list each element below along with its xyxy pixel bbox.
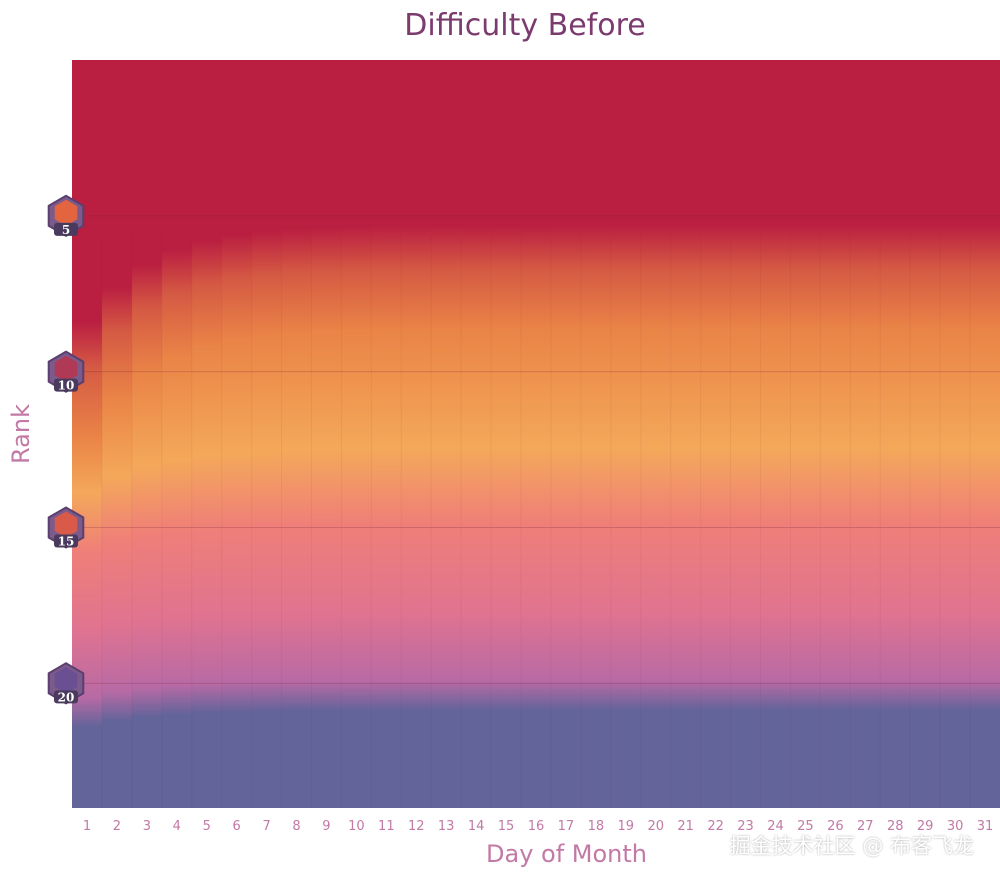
heatmap-column-day-17 <box>550 60 582 808</box>
watermark-text: 掘金技术社区 @ 布客飞龙 <box>729 834 974 858</box>
heatmap-column-day-11 <box>371 60 402 808</box>
x-tick-label-26: 26 <box>827 819 844 834</box>
heatmap-column-day-21 <box>670 60 702 808</box>
heatmap-column-day-4 <box>161 60 193 808</box>
x-tick-label-5: 5 <box>203 819 211 834</box>
badge-emblem <box>54 667 78 694</box>
badge-number-plate <box>54 378 78 392</box>
x-tick-label-4: 4 <box>173 819 181 834</box>
y-tick-label-5: 5 <box>62 223 70 237</box>
x-tick-label-10: 10 <box>348 819 365 834</box>
rank-badge-icon-5: 5 <box>47 194 85 237</box>
heatmap-column-day-15 <box>491 60 522 808</box>
x-tick-label-17: 17 <box>558 819 575 834</box>
heatmap-column-day-28 <box>880 60 911 808</box>
x-tick-label-2: 2 <box>113 819 121 834</box>
heatmap-column-day-20 <box>640 60 672 808</box>
x-tick-label-30: 30 <box>947 819 964 834</box>
chart-title: Difficulty Before <box>404 8 646 43</box>
rank-badge-icon-10: 10 <box>47 350 85 393</box>
heatmap-column-day-14 <box>461 60 492 808</box>
badge-emblem <box>54 355 78 382</box>
heatmap-columns <box>72 60 1000 808</box>
badge-number-plate <box>54 690 78 704</box>
x-tick-label-13: 13 <box>438 819 455 834</box>
x-tick-label-8: 8 <box>292 819 300 834</box>
x-tick-label-25: 25 <box>797 819 814 834</box>
heatmap-column-day-24 <box>760 60 792 808</box>
heatmap-column-day-22 <box>700 60 732 808</box>
heatmap-column-day-26 <box>820 60 851 808</box>
x-ticks: 1 2 3 4 5 6 7 8 9 10 11 12 13 14 15 16 17 18 19 20 21 22 23 24 2… <box>83 819 993 834</box>
x-tick-label-28: 28 <box>887 819 904 834</box>
x-tick-label-22: 22 <box>707 819 724 834</box>
heatmap-column-day-31 <box>970 60 1000 808</box>
x-tick-label-29: 29 <box>917 819 934 834</box>
x-tick-label-20: 20 <box>647 819 664 834</box>
heatmap-column-day-2 <box>101 60 133 808</box>
heatmap-column-day-30 <box>940 60 971 808</box>
heatmap-column-day-7 <box>251 60 283 808</box>
heatmap-column-day-3 <box>131 60 163 808</box>
x-tick-label-15: 15 <box>498 819 515 834</box>
grid <box>72 215 1000 808</box>
heatmap-column-day-6 <box>221 60 253 808</box>
heatmap-column-day-29 <box>910 60 941 808</box>
x-tick-label-12: 12 <box>408 819 425 834</box>
heatmap-column-day-18 <box>580 60 612 808</box>
x-tick-label-27: 27 <box>857 819 874 834</box>
heatmap-column-day-8 <box>281 60 313 808</box>
heatmap-column-day-12 <box>401 60 432 808</box>
rank-badge-icon-20: 20 <box>47 662 85 705</box>
heatmap-column-day-13 <box>431 60 462 808</box>
y-ticks: 5 10 15 20 <box>47 194 85 705</box>
x-tick-label-7: 7 <box>262 819 270 834</box>
x-tick-label-24: 24 <box>767 819 784 834</box>
heatmap-column-day-5 <box>191 60 223 808</box>
x-tick-label-3: 3 <box>143 819 151 834</box>
y-axis-label: Rank <box>7 404 35 464</box>
heatmap-column-day-27 <box>850 60 881 808</box>
rank-badge-icon-15: 15 <box>47 506 85 549</box>
y-tick-label-10: 10 <box>58 379 75 393</box>
heatmap-column-day-16 <box>521 60 552 808</box>
x-axis-label: Day of Month <box>486 840 648 868</box>
x-tick-label-31: 31 <box>977 819 994 834</box>
x-tick-label-11: 11 <box>378 819 395 834</box>
x-tick-label-18: 18 <box>588 819 605 834</box>
y-tick-label-15: 15 <box>58 535 75 549</box>
y-tick-label-20: 20 <box>58 690 75 704</box>
heatmap-column-day-10 <box>341 60 372 808</box>
x-tick-label-14: 14 <box>468 819 485 834</box>
x-tick-label-21: 21 <box>677 819 694 834</box>
heatmap-column-day-9 <box>311 60 343 808</box>
x-tick-label-19: 19 <box>618 819 635 834</box>
badge-emblem <box>54 511 78 538</box>
badge-number-plate <box>54 534 78 548</box>
badge-number-plate <box>54 222 78 236</box>
badge-emblem <box>54 199 78 226</box>
x-tick-label-1: 1 <box>83 819 91 834</box>
x-tick-label-16: 16 <box>528 819 545 834</box>
x-tick-label-9: 9 <box>322 819 330 834</box>
heatmap-column-day-25 <box>790 60 821 808</box>
x-tick-label-23: 23 <box>737 819 754 834</box>
heatmap-column-day-19 <box>610 60 642 808</box>
x-tick-label-6: 6 <box>233 819 241 834</box>
heatmap-column-day-23 <box>730 60 762 808</box>
